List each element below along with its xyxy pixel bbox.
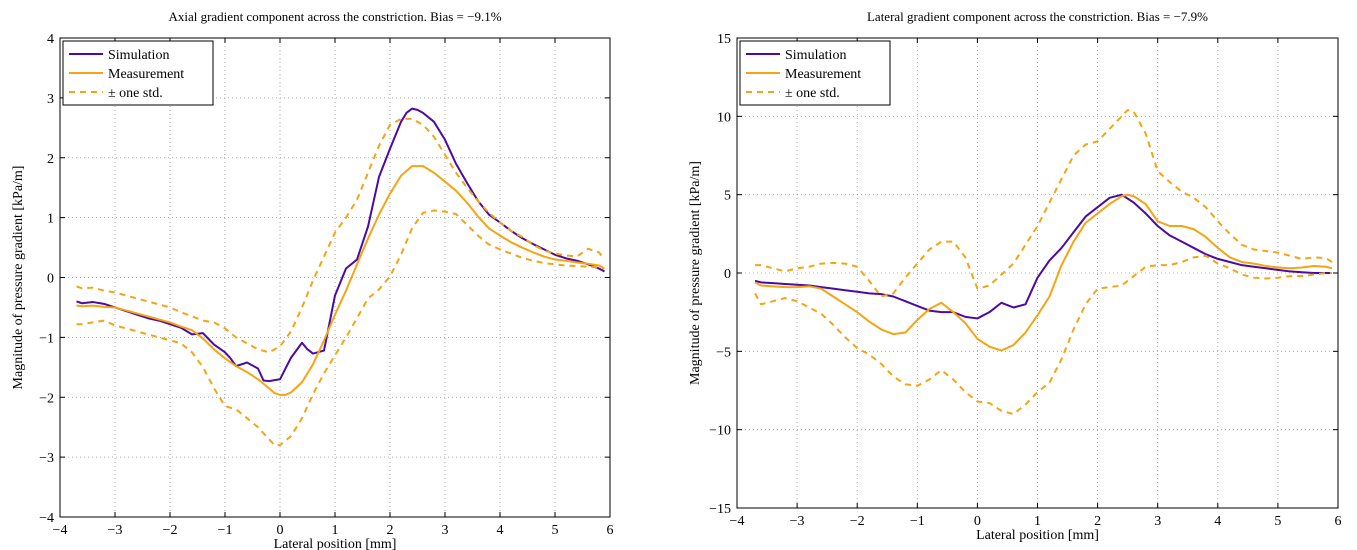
series-line-one-std [755,109,1333,298]
series-line-std-lower [76,209,605,447]
legend: Simulation Measurement ± one std. [739,40,891,106]
x-tick-label: 6 [607,523,614,538]
x-tick-label: −2 [163,523,178,538]
y-tick-label: 0 [47,272,54,287]
x-tick-label: −4 [730,514,745,529]
y-tick-label: 10 [717,110,731,125]
y-axis-label: Magnitude of pressure gradient [kPa/m] [688,161,703,385]
chart-title: Axial gradient component across the cons… [168,9,501,24]
x-tick-label: 1 [332,523,339,538]
x-tick-label: −3 [108,523,123,538]
y-tick-label: 0 [724,267,731,282]
x-tick-label: 2 [387,523,394,538]
y-axis-label: Magnitude of pressure gradient [kPa/m] [11,166,26,390]
y-tick-label: 15 [717,32,731,47]
y-tick-label: −2 [39,391,54,406]
legend: Simulation Measurement ± one std. [62,40,214,106]
x-tick-label: −4 [53,523,68,538]
series-line-measurement [754,193,1333,352]
x-tick-label: 0 [974,514,981,529]
x-tick-label: 5 [1274,514,1281,529]
y-tick-label: 2 [47,152,54,167]
x-axis-label: Lateral position [mm] [274,537,397,550]
legend-label: Simulation [108,48,169,63]
x-tick-label: 3 [1154,514,1161,529]
x-tick-label: −1 [218,523,233,538]
x-axis-label: Lateral position [mm] [976,528,1099,543]
x-tick-label: 4 [497,523,504,538]
series-line-std-lower [754,254,1332,415]
series-line-simulation [754,193,1332,320]
y-tick-label: 3 [47,92,54,107]
y-tick-label: 5 [724,189,731,204]
x-tick-label: 5 [552,523,559,538]
legend-label: Measurement [108,67,184,82]
y-tick-label: −15 [709,502,731,517]
legend-label: ± one std. [785,86,840,101]
y-tick-label: −4 [39,511,54,526]
x-tick-label: 4 [1214,514,1221,529]
y-tick-label: −10 [709,424,731,439]
x-tick-label: 3 [442,523,449,538]
y-tick-label: −3 [39,451,54,466]
chart-panel-1: −4 −3 −2 −1 0 1 2 3 4 5 6 −4 −3 −2 −1 0 1 2 3 4 Axial gradie… [11,9,614,550]
x-tick-label: −1 [910,514,925,529]
x-tick-label: 0 [277,523,284,538]
x-tick-label: 2 [1094,514,1101,529]
y-tick-label: −5 [716,345,731,360]
chart-title: Lateral gradient component across the co… [867,9,1208,24]
x-tick-label: 1 [1034,514,1041,529]
series-line-one-std [76,117,606,354]
x-tick-label: −2 [850,514,865,529]
legend-label: Simulation [785,48,846,63]
x-tick-label: 6 [1335,514,1342,529]
y-tick-label: 4 [47,32,54,47]
y-tick-label: −1 [39,331,54,346]
plot-area [60,38,610,517]
y-tick-label: 1 [47,212,54,227]
x-tick-label: −3 [790,514,805,529]
legend-label: Measurement [785,67,861,82]
legend-label: ± one std. [108,86,163,101]
series-line-measurement [76,165,605,396]
